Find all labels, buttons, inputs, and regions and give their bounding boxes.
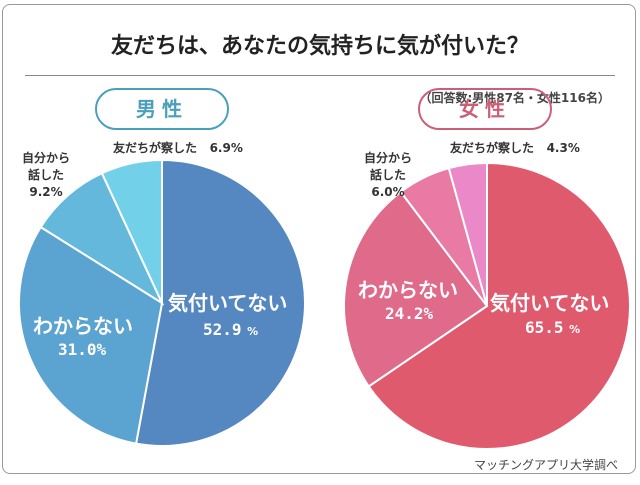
female-label-jibun: 自分から 話した 6.0% [364, 151, 413, 199]
male-slice-0 [134, 158, 306, 447]
male-label-wakaranai: わからない [33, 314, 133, 338]
male-label-kizuite: 気付いてない [168, 291, 288, 315]
female-slice-3 [447, 161, 488, 307]
source-credit: マッチングアプリ大学調べ [473, 458, 618, 472]
male-label-tomodachi: 友だちが察した 6.9% [113, 141, 243, 155]
divider [25, 75, 615, 76]
female-slice-1 [343, 190, 489, 388]
male-heading: 男性 [95, 88, 229, 130]
female-label-wakaranai: わからない [358, 278, 458, 302]
female-heading: 女性 [418, 88, 552, 130]
male-label-jibun: 自分から 話した 9.2% [22, 151, 71, 199]
female-label-tomodachi: 友だちが察した 4.3% [450, 141, 580, 155]
chart-title: 友だちは、あなたの気持ちに気が付いた？ [110, 34, 529, 59]
male-slice-3 [100, 158, 163, 304]
female-slice-0 [367, 161, 631, 450]
female-value-kizuite: 65.5 % [525, 318, 581, 337]
chart-card [2, 4, 636, 474]
respondent-note: （回答数:男性87名・女性116名） [419, 91, 610, 105]
male-slice-2 [39, 171, 165, 306]
female-label-kizuite: 気付いてない [490, 291, 610, 315]
female-value-wakaranai: 24.2% [385, 304, 434, 323]
male-value-kizuite: 52.9 % [203, 320, 259, 339]
male-value-wakaranai: 31.0% [58, 340, 107, 359]
